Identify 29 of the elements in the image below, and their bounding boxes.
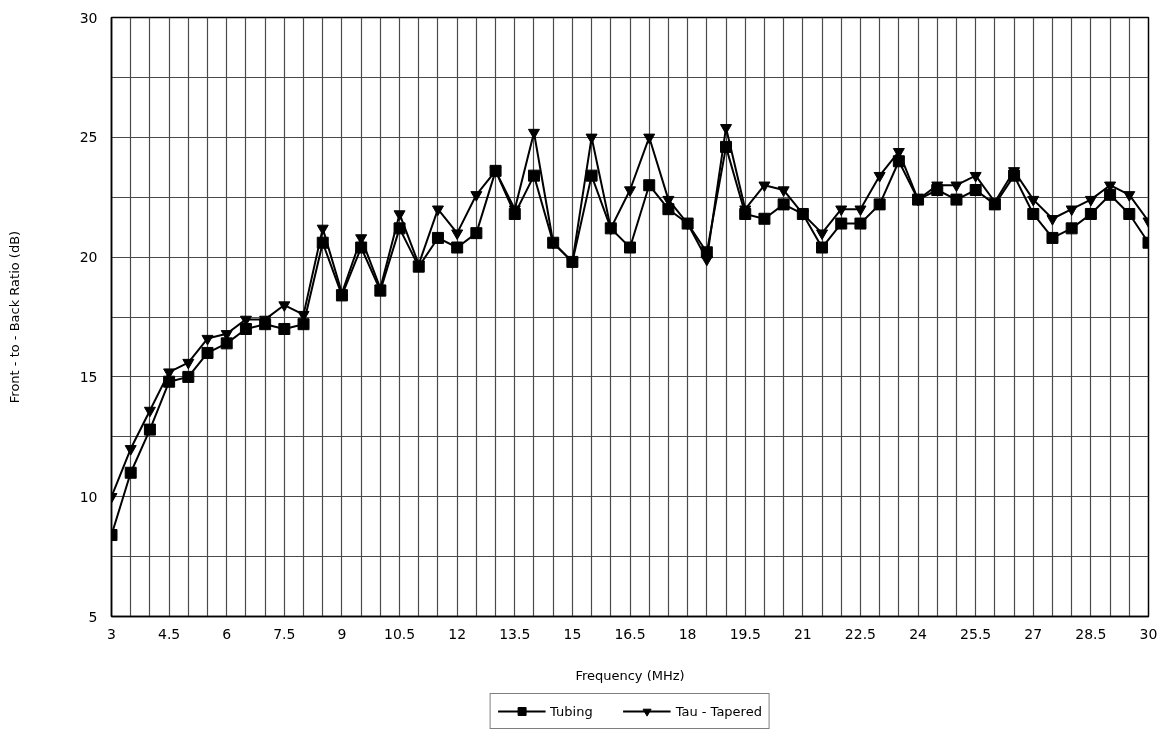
x-tick-label: 30 (1139, 625, 1158, 642)
x-tick-label: 22.5 (844, 625, 877, 642)
y-tick-label: 5 (88, 608, 98, 625)
x-tick-label: 6 (222, 625, 232, 642)
x-tick-label: 12 (448, 625, 467, 642)
y-tick-label: 20 (79, 249, 98, 266)
y-tick-label: 30 (79, 9, 98, 26)
x-tick-label: 3 (107, 625, 116, 642)
y-tick-label: 25 (79, 129, 98, 146)
x-tick-label: 24 (909, 625, 928, 642)
y-tick-label: 15 (79, 368, 98, 385)
y-axis-title: Front - to - Back Ratio (dB) (6, 230, 22, 404)
x-tick-label: 4.5 (157, 625, 181, 642)
x-tick-label: 27 (1024, 625, 1043, 642)
x-tick-label: 15 (563, 625, 582, 642)
x-tick-label: 13.5 (499, 625, 531, 642)
x-tick-label: 21 (793, 625, 812, 642)
x-tick-label: 9 (337, 625, 347, 642)
x-tick-label: 10.5 (383, 625, 416, 642)
y-tick-label: 10 (79, 488, 98, 505)
x-tick-label: 25.5 (960, 625, 992, 642)
x-tick-label: 19.5 (729, 625, 761, 642)
x-tick-label: 18 (678, 625, 697, 642)
x-tick-label: 7.5 (273, 625, 296, 642)
x-tick-label: 28.5 (1075, 625, 1107, 642)
legend-label: Tau - Tapered (675, 703, 762, 719)
x-tick-label: 16.5 (614, 625, 646, 642)
legend-label: Tubing (550, 703, 593, 719)
x-axis-title: Frequency (MHz) (575, 667, 685, 683)
